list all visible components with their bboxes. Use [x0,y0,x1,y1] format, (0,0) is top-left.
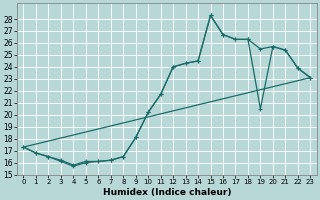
X-axis label: Humidex (Indice chaleur): Humidex (Indice chaleur) [103,188,231,197]
